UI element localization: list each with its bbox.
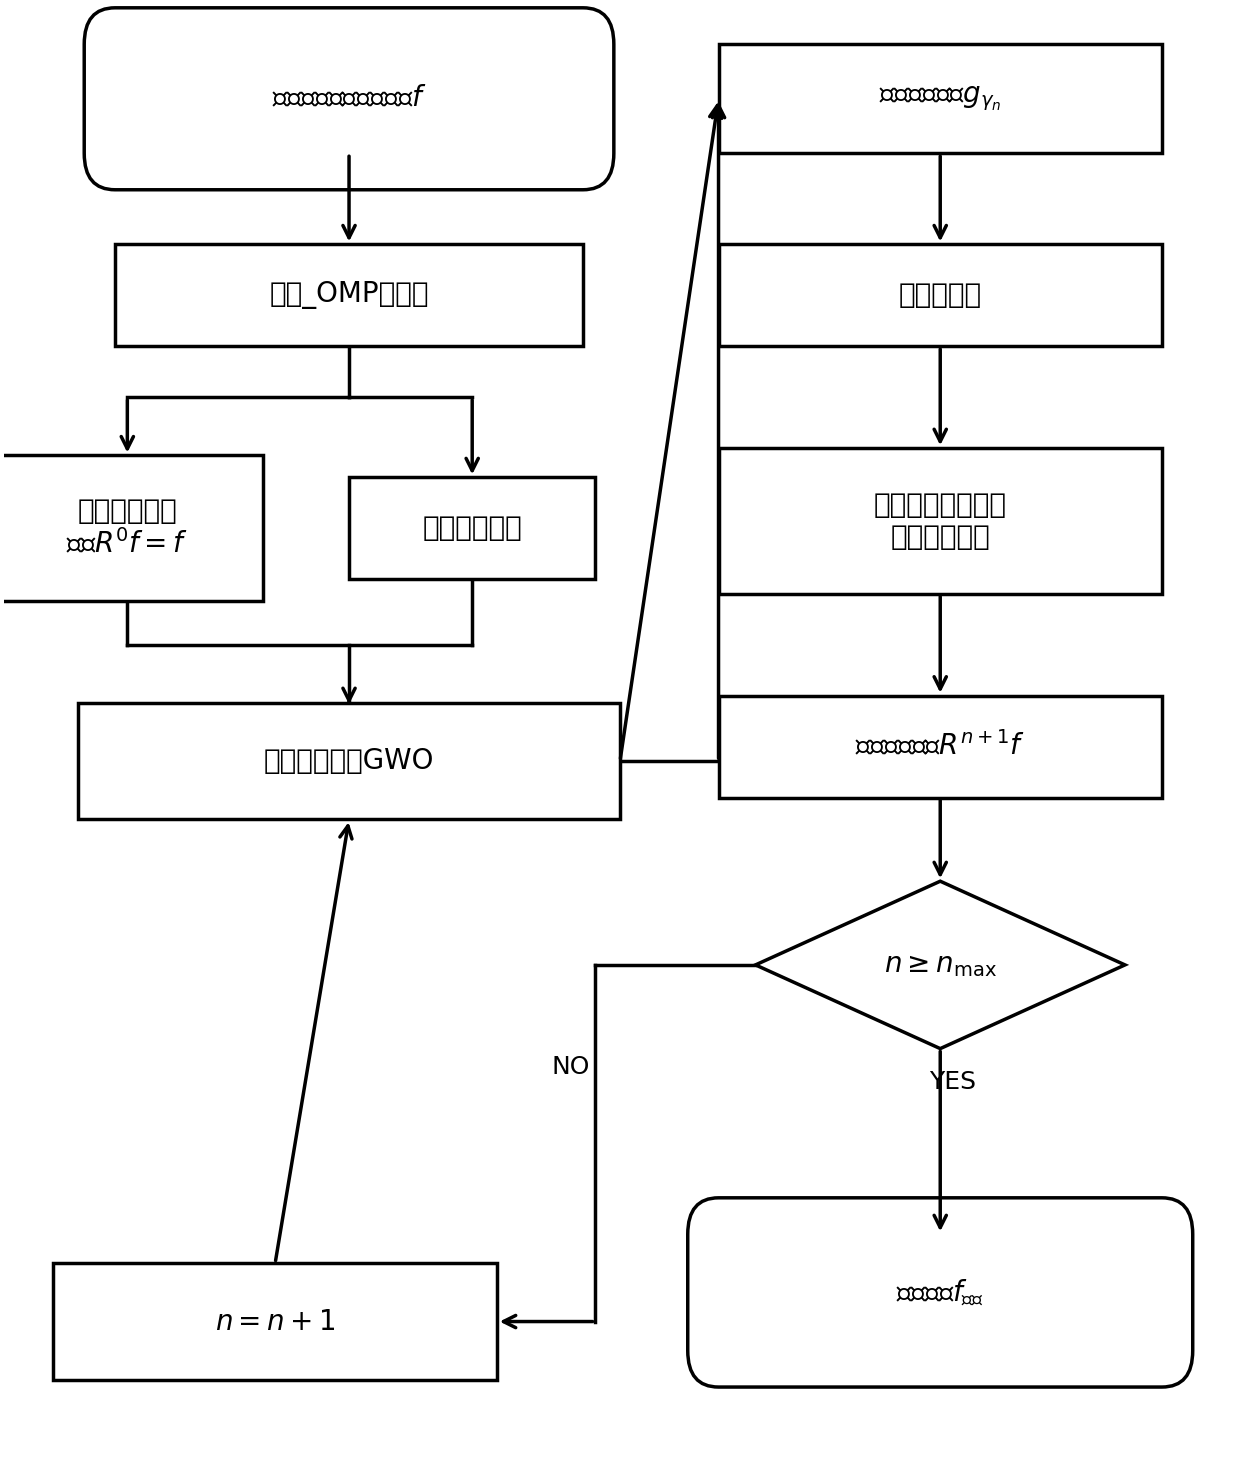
Text: 计算剩余信号在原
子上的总投影: 计算剩余信号在原 子上的总投影 bbox=[874, 490, 1007, 550]
FancyBboxPatch shape bbox=[718, 244, 1162, 347]
Text: 灰狼优化算法GWO: 灰狼优化算法GWO bbox=[264, 747, 434, 774]
FancyBboxPatch shape bbox=[115, 244, 583, 347]
FancyBboxPatch shape bbox=[718, 695, 1162, 798]
FancyBboxPatch shape bbox=[718, 448, 1162, 594]
FancyBboxPatch shape bbox=[718, 44, 1162, 154]
Text: 设置原子参数: 设置原子参数 bbox=[423, 514, 522, 542]
Text: 重构信号$f_{重构}$: 重构信号$f_{重构}$ bbox=[897, 1277, 985, 1307]
Text: 灰狼_OMP初始化: 灰狼_OMP初始化 bbox=[269, 281, 429, 309]
Text: 原子正交化: 原子正交化 bbox=[899, 281, 982, 309]
Text: 输入初始剩余
信号$R^0 f=f$: 输入初始剩余 信号$R^0 f=f$ bbox=[67, 496, 188, 559]
FancyBboxPatch shape bbox=[84, 7, 614, 190]
Text: NO: NO bbox=[552, 1054, 590, 1079]
Text: YES: YES bbox=[929, 1070, 976, 1095]
FancyBboxPatch shape bbox=[0, 455, 263, 602]
Text: 输入故障轴承振动信号$f$: 输入故障轴承振动信号$f$ bbox=[272, 85, 427, 113]
Text: 输出最优原子$g_{\gamma_n}$: 输出最优原子$g_{\gamma_n}$ bbox=[879, 85, 1002, 113]
FancyBboxPatch shape bbox=[688, 1198, 1193, 1386]
FancyBboxPatch shape bbox=[348, 477, 595, 580]
FancyBboxPatch shape bbox=[53, 1263, 497, 1379]
FancyBboxPatch shape bbox=[78, 703, 620, 820]
Text: $n=n+1$: $n=n+1$ bbox=[215, 1307, 335, 1335]
Polygon shape bbox=[755, 881, 1125, 1048]
Text: 更新剩余信号$R^{n+1}f$: 更新剩余信号$R^{n+1}f$ bbox=[856, 732, 1025, 761]
Text: $n \geq n_{\mathrm{max}}$: $n \geq n_{\mathrm{max}}$ bbox=[884, 952, 997, 979]
